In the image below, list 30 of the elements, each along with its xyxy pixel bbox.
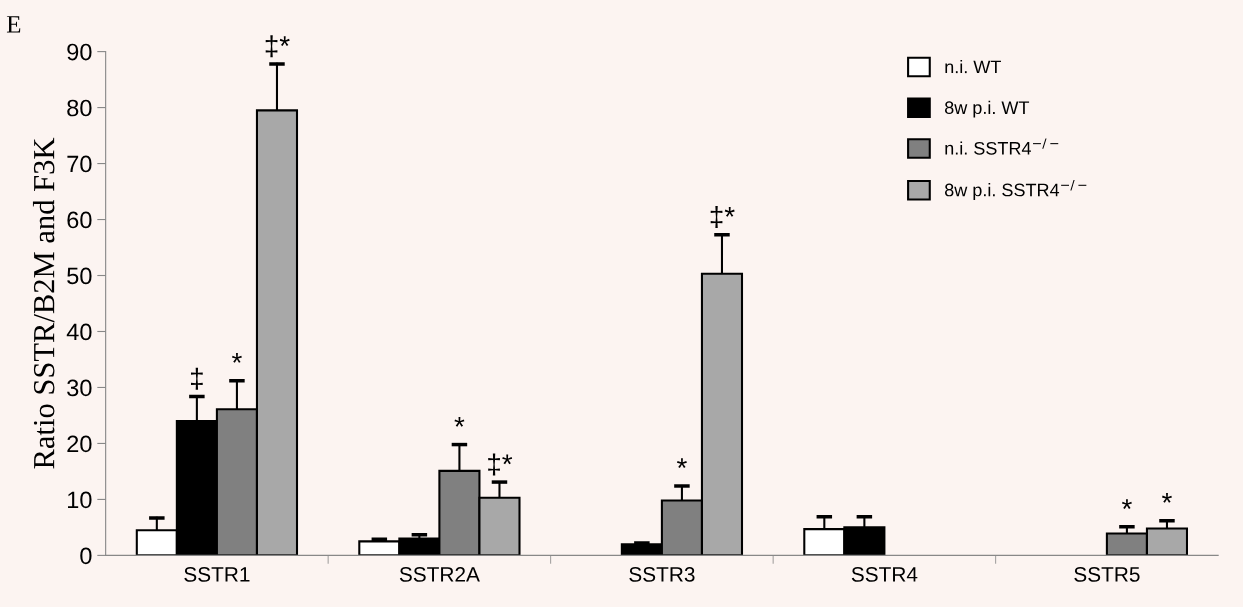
legend-label: 8w p.i. WT: [945, 100, 1030, 118]
y-tick-label: 20: [67, 435, 92, 453]
y-tick-label: 80: [67, 99, 92, 117]
data-label: ‡: [191, 367, 203, 390]
x-tick-label: SSTR1: [184, 567, 250, 582]
legend-label: n.i. SSTR4$^{−/−}$: [945, 138, 1059, 155]
y-tick-label: 90: [67, 43, 92, 61]
x-tick-label: SSTR2A: [399, 567, 480, 582]
y-tick-label: 60: [67, 211, 92, 229]
x-tick-label: SSTR5: [1074, 567, 1140, 582]
y-tick-label: 30: [67, 379, 92, 397]
x-tick-label: SSTR3: [629, 567, 695, 582]
y-axis-title: Ratio SSTR/B2M and F3K: [32, 137, 55, 469]
y-tick-label: 0: [80, 547, 92, 565]
text: E: [6, 16, 21, 33]
y-tick-label: 50: [67, 267, 92, 285]
y-tick-label: 40: [66, 323, 92, 341]
legend-label: 8w p.i. SSTR4$^{−/−}$: [945, 180, 1087, 200]
data-label: ‡*: [488, 453, 513, 476]
legend-label: n.i. WT: [945, 60, 1001, 74]
x-tick-label: SSTR4: [851, 567, 918, 582]
data-label: *: [1121, 499, 1132, 509]
data-label: *: [231, 353, 242, 363]
data-label: *: [676, 458, 687, 469]
y-tick-label: 70: [67, 155, 92, 173]
data-label: ‡*: [710, 205, 735, 229]
data-label: ‡*: [265, 35, 290, 58]
data-label: *: [1162, 493, 1172, 503]
y-tick-label: 10: [68, 491, 92, 509]
data-label: *: [454, 416, 465, 427]
